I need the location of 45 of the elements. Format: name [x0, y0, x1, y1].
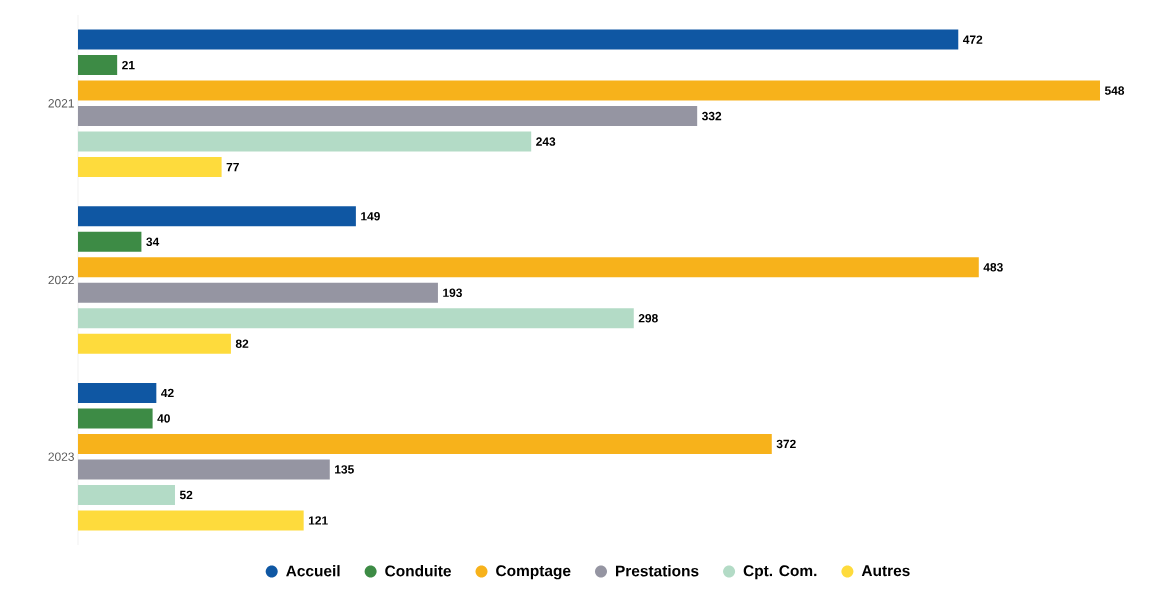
bar — [78, 382, 157, 403]
data-label: 52 — [179, 490, 193, 500]
data-label: 243 — [536, 137, 556, 146]
data-label: 298 — [638, 314, 658, 323]
bar — [78, 29, 959, 50]
bar — [78, 55, 118, 76]
legend-label: Conduite — [385, 565, 451, 577]
bar — [78, 106, 698, 127]
data-label: 193 — [443, 288, 462, 297]
bar — [78, 257, 979, 278]
legend-label: Cpt. Com. — [743, 565, 817, 580]
bar — [78, 131, 532, 152]
y-tick-label: 2022 — [48, 275, 74, 285]
bar — [78, 282, 438, 303]
bar — [78, 510, 304, 531]
bar — [78, 157, 222, 178]
data-label: 332 — [701, 111, 722, 121]
bar — [78, 484, 175, 505]
data-label: 21 — [122, 60, 135, 70]
y-tick-label: 2021 — [48, 99, 74, 108]
data-label: 135 — [335, 465, 354, 474]
bar — [78, 333, 231, 354]
legend-label: Comptage — [496, 565, 571, 580]
data-label: 483 — [983, 263, 1003, 272]
data-label: 82 — [235, 339, 249, 348]
bar — [78, 231, 142, 252]
bar — [78, 80, 1101, 101]
data-label: 34 — [146, 237, 160, 246]
bar — [78, 433, 772, 454]
data-label: 77 — [226, 162, 239, 172]
data-label: 548 — [1104, 86, 1125, 95]
data-label: 149 — [361, 212, 380, 221]
bar — [78, 206, 356, 227]
legend-label: Prestations — [616, 565, 699, 577]
bar — [78, 308, 634, 329]
data-label: 40 — [157, 414, 170, 423]
data-label: 472 — [962, 35, 983, 44]
bar — [78, 408, 153, 429]
bar — [78, 459, 330, 480]
data-label: 121 — [308, 516, 328, 525]
data-label: 42 — [161, 388, 174, 398]
legend-label: Accueil — [286, 565, 340, 577]
y-tick-label: 2023 — [48, 452, 74, 461]
legend-label: Autres — [861, 565, 910, 577]
data-label: 372 — [776, 439, 796, 449]
